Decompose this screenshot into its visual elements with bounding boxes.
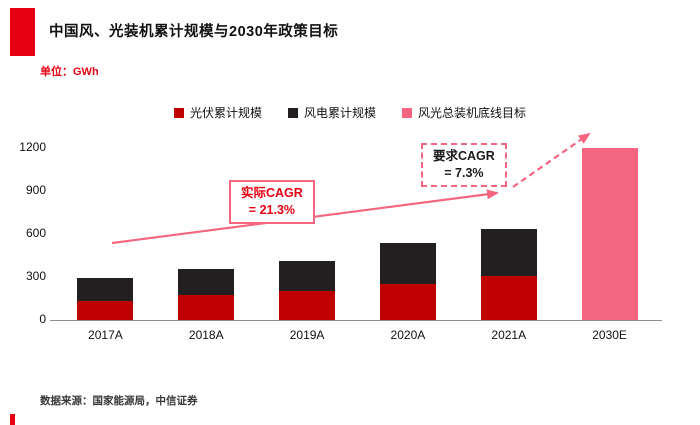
bar-2018A (178, 268, 235, 320)
bar-segment (77, 277, 134, 302)
y-tick-label: 300 (25, 269, 46, 283)
bar-segment (480, 276, 537, 320)
x-tick-label: 2030E (592, 328, 627, 342)
legend-swatch-icon (287, 107, 298, 118)
actual-cagr-annotation: 实际CAGR = 21.3% (229, 180, 315, 224)
legend-swatch-icon (173, 107, 184, 118)
bar-segment (178, 295, 235, 320)
brand-logo-block (10, 8, 35, 56)
bar-2020A (379, 243, 436, 320)
legend-item: 风光总装机底线目标 (402, 104, 526, 121)
bar-segment (77, 301, 134, 320)
bar-2019A (279, 260, 336, 320)
chart-legend: 光伏累计规模 风电累计规模 风光总装机底线目标 (0, 104, 700, 121)
bar-chart: 0 300 600 900 1200 2017A 2018A 2019A 2020A 2021A… (0, 130, 700, 360)
y-tick-label: 600 (25, 226, 46, 240)
actual-cagr-line1: 实际CAGR (241, 186, 303, 200)
y-tick-label: 1200 (19, 140, 46, 154)
x-tick-label: 2017A (88, 328, 123, 342)
unit-label: 单位：GWh (40, 66, 99, 78)
bar-segment (480, 229, 537, 277)
legend-label: 风光总装机底线目标 (418, 106, 527, 120)
bar-2030E (581, 148, 638, 320)
required-cagr-line2: = 7.3% (444, 165, 484, 180)
bar-segment (279, 290, 336, 320)
y-tick-label: 0 (39, 312, 46, 326)
bar-2017A (77, 277, 134, 320)
x-tick-label: 2021A (491, 328, 527, 342)
legend-label: 光伏累计规模 (189, 106, 262, 120)
x-tick-label: 2020A (390, 328, 426, 342)
legend-item: 光伏累计规模 (173, 104, 262, 121)
bar-segment (379, 283, 436, 320)
y-tick-label: 900 (25, 183, 46, 197)
x-axis-line (50, 320, 662, 321)
bar-segment (581, 148, 638, 320)
actual-cagr-line2: = 21.3% (248, 202, 296, 217)
chart-title: 中国风、光装机累计规模与2030年政策目标 (49, 24, 339, 40)
footer-red-mark (10, 414, 15, 425)
required-cagr-line1: 要求CAGR (433, 149, 495, 163)
x-tick-label: 2019A (289, 328, 325, 342)
x-tick-label: 2018A (188, 328, 224, 342)
bar-segment (379, 243, 436, 284)
legend-item: 风电累计规模 (287, 104, 376, 121)
required-cagr-annotation: 要求CAGR = 7.3% (421, 143, 507, 187)
bar-2021A (480, 229, 537, 320)
bar-segment (178, 268, 235, 296)
data-source: 数据来源：国家能源局，中信证券 (40, 395, 198, 407)
bar-segment (279, 260, 336, 291)
legend-label: 风电累计规模 (303, 106, 376, 120)
legend-swatch-icon (402, 107, 412, 118)
